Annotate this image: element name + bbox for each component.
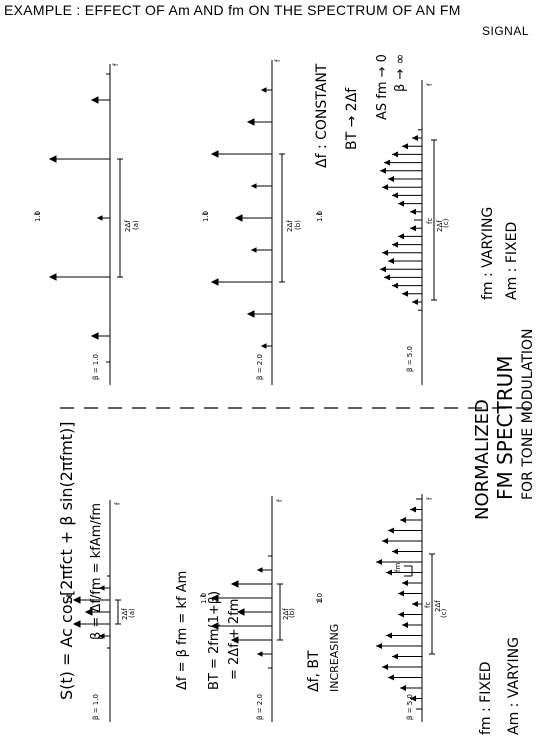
spectral-line-arrow (398, 233, 404, 240)
spectral-line-arrow (400, 517, 406, 523)
caption-line-2: FM SPECTRUM (493, 356, 517, 500)
spectral-line-arrow (380, 167, 386, 174)
right-a-peak-label: 1.0 (34, 211, 42, 222)
equation-bandwidth: BT = 2fm(1+β) (207, 591, 222, 690)
left-c-spectral-lines (376, 498, 422, 710)
spectral-line-arrow (400, 685, 406, 691)
left-c-beta-label: β = 5.0 (406, 694, 414, 720)
equation-signal: S(t) = Ac cos[2πfct + β sin(2πfmt)] (57, 421, 76, 700)
spectral-line-arrow (402, 580, 408, 586)
spectral-line-arrow (410, 695, 416, 702)
spectral-line-arrow (392, 241, 398, 248)
right-a-width-label: 2Δf (124, 220, 132, 232)
spectral-line-arrow (388, 176, 394, 182)
right-c-sub-label: (c) (442, 218, 450, 228)
left-condition-fm: fm : FIXED (478, 661, 494, 735)
spectral-line-arrow (382, 538, 388, 544)
right-note-constant: Δf : CONSTANT (314, 63, 330, 168)
right-c-beta-label: β = 5.0 (406, 346, 414, 372)
right-note-beta-inf: β → ∞ (393, 54, 408, 92)
spectral-line-arrow (376, 559, 382, 565)
page-title: EXAMPLE : EFFECT OF Am AND fm ON THE SPE… (4, 2, 461, 18)
right-spectrum-a (34, 64, 123, 385)
left-a-sub-label: (a) (128, 608, 136, 618)
spectral-line-arrow (402, 290, 408, 297)
right-c-width-label: 2Δf (436, 220, 444, 232)
left-condition-am: Am : VARYING (506, 637, 522, 735)
right-a-axis-label: f (112, 63, 120, 66)
caption-line-3: FOR TONE MODULATION (520, 329, 536, 501)
right-note-bandwidth: BT → 2Δf (344, 87, 360, 150)
left-c-width-label: 2Δf (434, 600, 442, 612)
right-c-axis-label: f (426, 83, 434, 86)
left-spectrum-a (66, 500, 121, 722)
spectral-line-arrow (398, 590, 404, 597)
left-b-sub-label: (b) (288, 608, 296, 618)
spectral-line-arrow (410, 225, 416, 232)
left-trend-2: INCREASING (328, 624, 341, 692)
spectral-line-arrow (410, 208, 416, 215)
spectral-line-arrow (392, 151, 398, 158)
spectral-line-arrow (392, 548, 398, 555)
left-c-sub-label: (c) (440, 608, 448, 618)
right-note-fm-zero: AS fm → 0 (375, 54, 390, 120)
left-a-axis-label: f (114, 502, 122, 505)
left-b-peak-label: 1.0 (200, 593, 208, 604)
spectral-line-arrow (412, 135, 418, 141)
right-c-peak-label: 1.0 (316, 211, 324, 222)
right-condition-fm: fm : VARYING (480, 207, 496, 300)
spectral-line-arrow (410, 506, 416, 513)
equation-bandwidth-2: = 2Δf + 2fm (227, 599, 242, 680)
right-a-sub-label: (a) (132, 220, 140, 230)
right-b-beta-label: β = 2.0 (256, 354, 264, 380)
spectral-line-arrow (388, 527, 394, 534)
spectral-line-arrow (412, 601, 418, 607)
left-spectrum-b (200, 496, 283, 722)
spectral-line-arrow (402, 622, 408, 628)
spectral-line-arrow (382, 184, 388, 191)
spectral-line-arrow (392, 192, 398, 199)
spectral-line-arrow (386, 569, 392, 576)
left-c-axis-label: f (426, 497, 434, 500)
right-c-fc-label: fc (426, 218, 434, 224)
spectral-line-arrow (392, 653, 398, 660)
spectral-line-arrow (376, 643, 382, 649)
right-spectrum-b (202, 60, 285, 385)
spectral-line-arrow (384, 159, 390, 166)
left-b-axis-label: f (276, 499, 284, 502)
equation-beta: β = Δf/fm = kfAm/fm (89, 503, 104, 640)
right-condition-am: Am : FIXED (504, 222, 520, 300)
spectral-line-arrow (398, 611, 404, 618)
equation-delta-f: Δf = β fm = kf Am (175, 571, 190, 690)
right-a-beta-label: β = 1.0 (92, 354, 100, 380)
right-c-spectral-lines (380, 129, 422, 311)
spectral-line-arrow (392, 282, 398, 289)
right-b-sub-label: (b) (294, 220, 302, 230)
spectral-line-arrow (380, 266, 386, 273)
left-b-beta-label: β = 2.0 (256, 694, 264, 720)
spectral-line-arrow (382, 664, 388, 670)
left-a-width-label: 2Δf (121, 608, 129, 620)
right-b-width-label: 2Δf (286, 220, 294, 232)
spectral-line-arrow (388, 258, 394, 264)
spectral-line-arrow (412, 299, 418, 305)
right-b-peak-label: 1.0 (202, 211, 210, 222)
spectral-line-arrow (402, 143, 408, 150)
page-title-continued: SIGNAL (482, 24, 530, 38)
left-c-fc-label: fc (424, 602, 432, 608)
left-trend-1: Δf, BT (306, 650, 322, 692)
spectral-line-arrow (388, 674, 394, 681)
spectral-line-arrow (382, 249, 388, 256)
left-a-peak-label: 1.0 (66, 593, 74, 604)
left-b-width-label: 2Δf (282, 608, 290, 620)
spectral-line-arrow (384, 274, 390, 281)
caption-line-1: NORMALIZED (472, 399, 493, 520)
left-c-fm-label: fm (394, 563, 402, 572)
left-c-peak-label: 1.0 (316, 593, 324, 604)
left-a-beta-label: β = 1.0 (92, 694, 100, 720)
spectral-line-arrow (398, 200, 404, 207)
spectral-line-arrow (386, 632, 392, 639)
right-b-axis-label: f (274, 59, 282, 62)
